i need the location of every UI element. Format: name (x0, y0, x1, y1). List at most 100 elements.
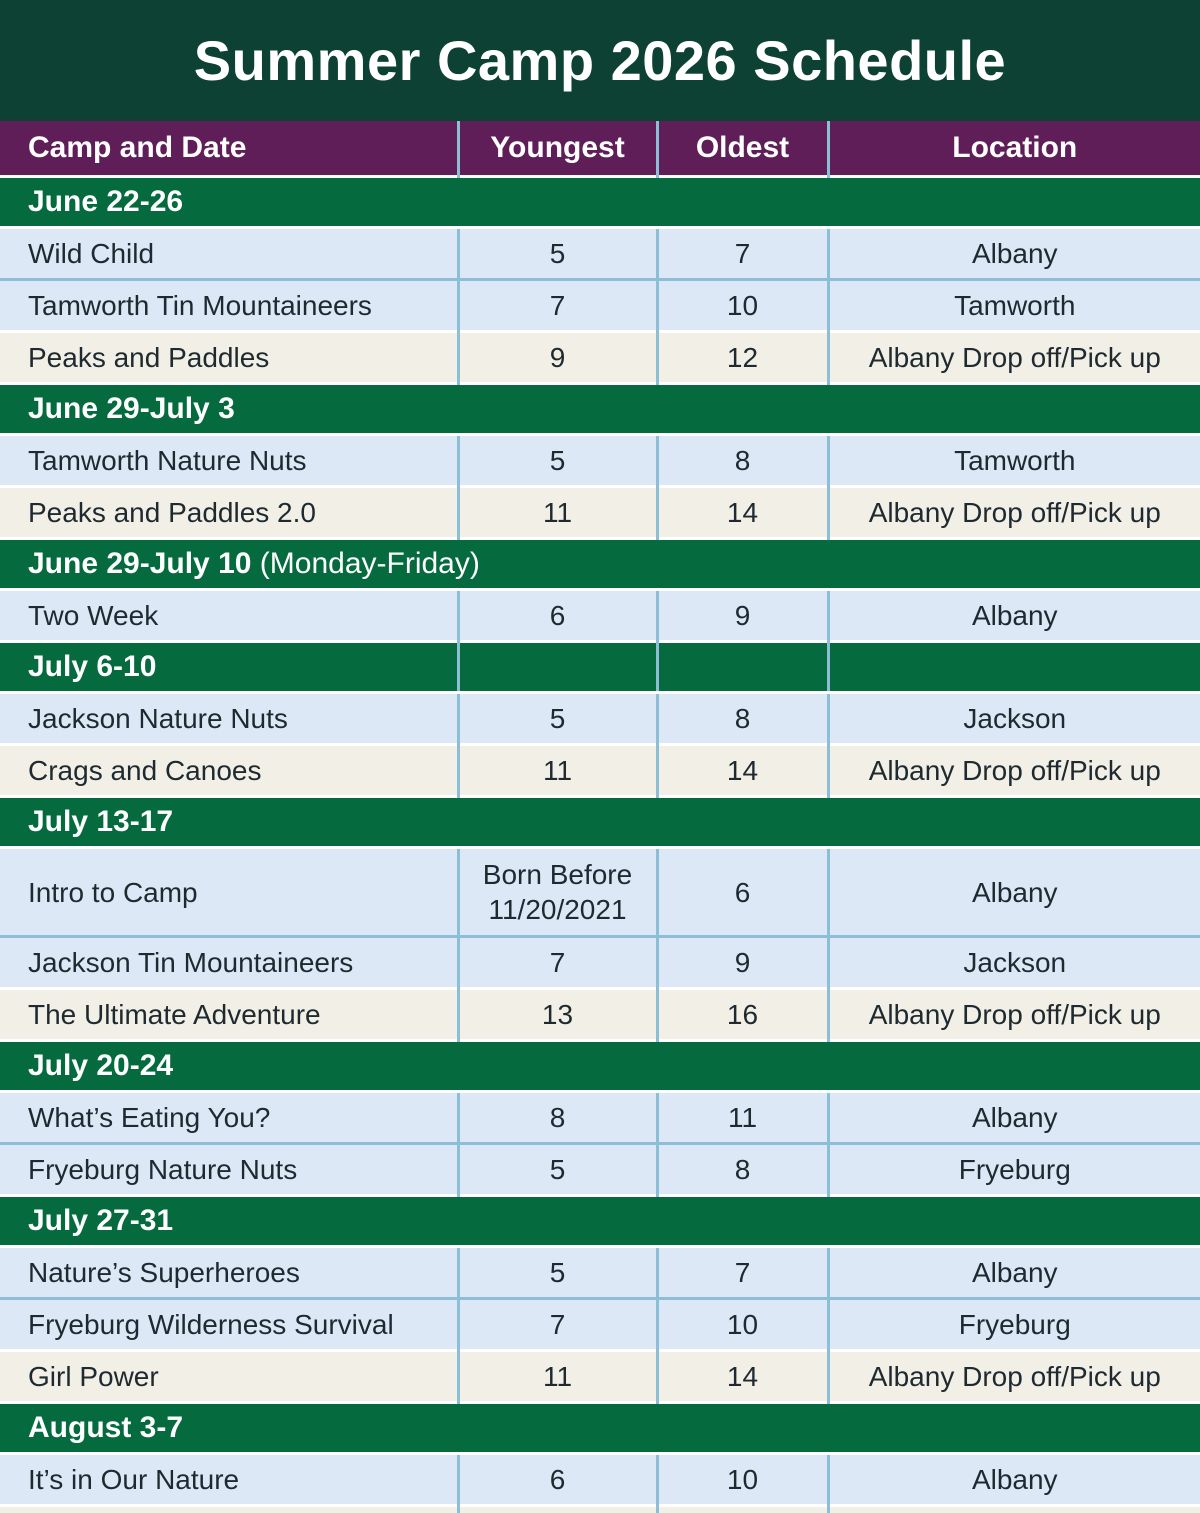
camp-name-cell: Fryeburg Nature Nuts (0, 1142, 458, 1196)
camp-row: Tamworth Tin Mountaineers 7 10 Tamworth (0, 278, 1200, 332)
section-date-note: (Monday-Friday) (259, 547, 480, 580)
youngest-cell: 5 (456, 1245, 657, 1299)
section-date-label: August 3-7 (0, 1401, 1200, 1455)
section-row-june-29-july-10: June 29-July 10 (Monday-Friday) (0, 537, 1200, 591)
location-cell: Albany (826, 1090, 1200, 1144)
camp-row: Crags and Canoes 11 14 Albany Drop off/P… (0, 743, 1200, 797)
location-cell: Albany Drop off/Pick up (826, 743, 1200, 797)
oldest-cell: 7 (655, 1245, 828, 1299)
location-cell: Albany (826, 1452, 1200, 1506)
camp-name-cell: It’s in Our Nature (0, 1452, 458, 1506)
youngest-cell: 12 (456, 1504, 657, 1513)
section-row-july-27-31: July 27-31 (0, 1194, 1200, 1248)
title-bar: Summer Camp 2026 Schedule (0, 0, 1200, 121)
oldest-cell: 12 (655, 330, 828, 384)
camp-name-cell: Canoe Voyageurs (0, 1504, 458, 1513)
section-date-label: July 27-31 (0, 1194, 1200, 1248)
oldest-cell: 8 (655, 1142, 828, 1196)
section-date-label: June 29-July 10 (28, 547, 252, 580)
location-cell: Jackson (826, 935, 1200, 989)
column-header-youngest: Youngest (456, 121, 657, 177)
camp-name-cell: Intro to Camp (0, 846, 458, 937)
camp-row: Peaks and Paddles 2.0 11 14 Albany Drop … (0, 485, 1200, 539)
section-date-label: June 22-26 (0, 175, 1200, 229)
column-header-row: Camp and Date Youngest Oldest Location (0, 121, 1200, 177)
youngest-cell: 6 (456, 1452, 657, 1506)
youngest-cell: 7 (456, 935, 657, 989)
camp-row: Jackson Tin Mountaineers 7 9 Jackson (0, 935, 1200, 989)
youngest-cell: 5 (456, 691, 657, 745)
oldest-cell: 9 (655, 588, 828, 642)
section-date-label: July 13-17 (0, 795, 1200, 849)
location-cell: Albany (826, 1245, 1200, 1299)
camp-row: Canoe Voyageurs 12 16 Albany Drop off/Pi… (0, 1504, 1200, 1513)
oldest-cell: 14 (655, 485, 828, 539)
empty-cell (826, 640, 1200, 694)
oldest-cell: 11 (655, 1090, 828, 1144)
camp-name-cell: Jackson Tin Mountaineers (0, 935, 458, 989)
camp-row: Nature’s Superheroes 5 7 Albany (0, 1245, 1200, 1299)
oldest-cell: 9 (655, 935, 828, 989)
location-cell: Tamworth (826, 278, 1200, 332)
youngest-cell: 7 (456, 278, 657, 332)
empty-cell (655, 640, 828, 694)
oldest-cell: 14 (655, 1349, 828, 1403)
camp-name-cell: Tamworth Tin Mountaineers (0, 278, 458, 332)
camp-name-cell: What’s Eating You? (0, 1090, 458, 1144)
location-cell: Albany Drop off/Pick up (826, 485, 1200, 539)
location-cell: Jackson (826, 691, 1200, 745)
location-cell: Fryeburg (826, 1142, 1200, 1196)
oldest-cell: 14 (655, 743, 828, 797)
location-cell: Albany (826, 588, 1200, 642)
camp-name-cell: Nature’s Superheroes (0, 1245, 458, 1299)
youngest-cell: 6 (456, 588, 657, 642)
column-header-oldest: Oldest (655, 121, 828, 177)
location-cell: Tamworth (826, 433, 1200, 487)
section-row-june-22-26: June 22-26 (0, 175, 1200, 229)
oldest-cell: 10 (655, 1452, 828, 1506)
camp-row: What’s Eating You? 8 11 Albany (0, 1090, 1200, 1144)
oldest-cell: 16 (655, 987, 828, 1041)
oldest-cell: 10 (655, 1297, 828, 1351)
camp-row: Girl Power 11 14 Albany Drop off/Pick up (0, 1349, 1200, 1403)
camp-name-cell: Two Week (0, 588, 458, 642)
location-cell: Albany (826, 846, 1200, 937)
camp-name-cell: Peaks and Paddles (0, 330, 458, 384)
oldest-cell: 8 (655, 691, 828, 745)
camp-row: The Ultimate Adventure 13 16 Albany Drop… (0, 987, 1200, 1041)
camp-row: Fryeburg Nature Nuts 5 8 Fryeburg (0, 1142, 1200, 1196)
youngest-cell: 7 (456, 1297, 657, 1351)
camp-name-cell: Wild Child (0, 226, 458, 280)
youngest-cell: 11 (456, 1349, 657, 1403)
oldest-cell: 16 (655, 1504, 828, 1513)
location-cell: Albany Drop off/Pick up (826, 330, 1200, 384)
camp-name-cell: Crags and Canoes (0, 743, 458, 797)
oldest-cell: 7 (655, 226, 828, 280)
section-row-june-29-july-3: June 29-July 3 (0, 382, 1200, 436)
camp-name-cell: Fryeburg Wilderness Survival (0, 1297, 458, 1351)
camp-row: Wild Child 5 7 Albany (0, 226, 1200, 280)
camp-name-cell: Girl Power (0, 1349, 458, 1403)
section-date-label: June 29-July 3 (0, 382, 1200, 436)
oldest-cell: 10 (655, 278, 828, 332)
location-cell: Albany Drop off/Pick up (826, 1349, 1200, 1403)
youngest-cell: 11 (456, 485, 657, 539)
page-title: Summer Camp 2026 Schedule (193, 29, 1007, 92)
oldest-cell: 8 (655, 433, 828, 487)
column-header-camp-and-date: Camp and Date (0, 121, 458, 177)
section-date-label: July 6-10 (0, 640, 458, 694)
camp-row: Two Week 6 9 Albany (0, 588, 1200, 642)
location-cell: Albany (826, 226, 1200, 280)
oldest-cell: 6 (655, 846, 828, 937)
section-date-label: July 20-24 (0, 1039, 1200, 1093)
camp-name-cell: Peaks and Paddles 2.0 (0, 485, 458, 539)
section-row-august-3-7: August 3-7 (0, 1401, 1200, 1455)
youngest-cell: 13 (456, 987, 657, 1041)
column-header-location: Location (826, 121, 1200, 177)
youngest-cell: Born Before 11/20/2021 (456, 846, 657, 937)
location-cell: Fryeburg (826, 1297, 1200, 1351)
youngest-cell: 5 (456, 433, 657, 487)
camp-row: Tamworth Nature Nuts 5 8 Tamworth (0, 433, 1200, 487)
camp-name-cell: The Ultimate Adventure (0, 987, 458, 1041)
